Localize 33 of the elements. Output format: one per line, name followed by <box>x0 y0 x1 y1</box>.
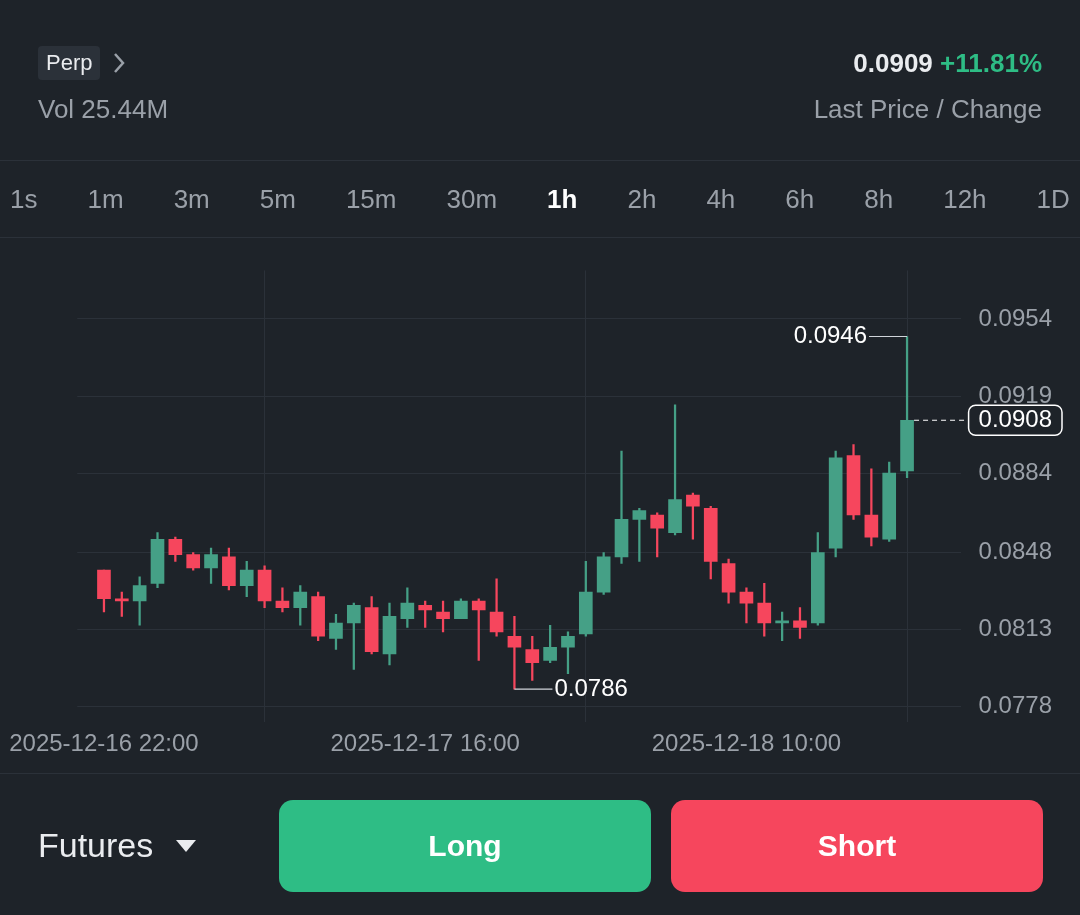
y-tick-label: 0.0813 <box>978 614 1052 642</box>
candlestick <box>275 587 290 613</box>
text: 2h <box>627 183 657 215</box>
text: Futures <box>38 826 154 865</box>
text: Last Price / Change <box>813 94 1042 125</box>
text: 8h <box>864 183 894 215</box>
chart-subtitle: Vol 25.44M <box>38 94 169 125</box>
x-tick-label: 2025-12-17 16:00 <box>330 729 520 757</box>
text: Perp <box>38 46 101 80</box>
text: 0.0909 <box>853 48 933 78</box>
text: 1m <box>87 183 124 215</box>
text: Short <box>671 800 1043 892</box>
text: 1s <box>10 183 38 215</box>
annotation: 0.0946 <box>793 321 868 349</box>
y-tick-label: 0.0884 <box>978 457 1052 485</box>
y-tick-label: 0.0848 <box>978 537 1052 565</box>
text: 3m <box>173 183 210 215</box>
text: +11.81% <box>940 48 1042 78</box>
text: Long <box>279 800 651 892</box>
text: 5m <box>259 183 296 215</box>
text: 12h <box>943 183 987 215</box>
text: 4h <box>706 183 736 215</box>
x-tick-label: 2025-12-16 22:00 <box>9 729 199 757</box>
x-tick-label: 2025-12-18 10:00 <box>651 729 842 757</box>
text: 1h <box>547 183 578 215</box>
annotation: 0.0786 <box>554 673 628 701</box>
text: 15m <box>345 183 397 215</box>
text: 1D <box>1036 183 1070 215</box>
candlestick <box>507 616 522 690</box>
y-tick-label: 0.0778 <box>978 691 1052 719</box>
text: 6h <box>785 183 815 215</box>
text: 30m <box>446 183 498 215</box>
y-tick-label: 0.0954 <box>978 303 1052 331</box>
